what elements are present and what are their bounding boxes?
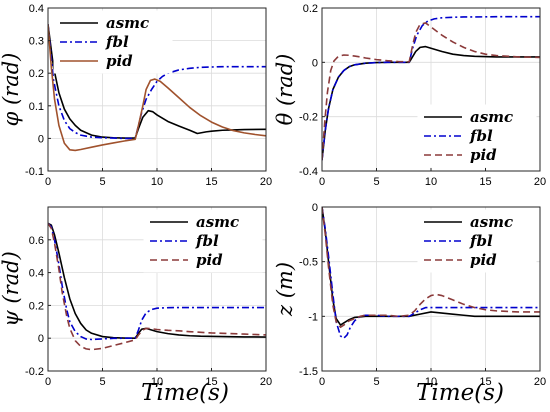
series-line-pid [48, 24, 266, 152]
series-line-fbl [48, 222, 266, 341]
x-tick-label: 15 [479, 176, 491, 188]
x-tick-label: 0 [45, 176, 51, 188]
legend-box [53, 10, 173, 74]
x-tick-label: 15 [479, 376, 491, 388]
series-line-fbl [48, 24, 266, 140]
x-axis-label-left: Time(s) [141, 380, 229, 406]
x-tick-label: 20 [260, 176, 272, 188]
series-line-pid [48, 222, 266, 351]
y-axis-label: ψ (rad) [0, 251, 23, 327]
y-tick-label: -1 [308, 311, 318, 323]
y-tick-label: 0.2 [29, 68, 44, 80]
y-tick-label: 0 [312, 202, 318, 214]
subplot-1: 0 5 10 15 20-0.100.10.20.30.4φ (rad)asmcfblp… [0, 3, 272, 188]
y-tick-label: -1.5 [299, 366, 318, 378]
subplots: 0 5 10 15 20-0.100.10.20.30.4φ (rad)asmcfblp… [0, 3, 546, 388]
y-axis-label: θ (rad) [273, 54, 297, 126]
y-tick-label: 0 [312, 57, 318, 69]
x-tick-label: 0 [319, 376, 325, 388]
x-tick-label: 10 [151, 176, 163, 188]
x-tick-label: 10 [425, 176, 437, 188]
y-tick-label: 0.1 [29, 101, 44, 113]
legend-box [143, 209, 263, 273]
x-tick-label: 5 [99, 176, 105, 188]
y-tick-label: 0 [38, 333, 44, 345]
legend-label-fbl: fbl [105, 33, 129, 51]
x-tick-label: 0 [45, 376, 51, 388]
x-tick-label: 15 [205, 376, 217, 388]
y-axis-label: φ (rad) [0, 53, 23, 127]
x-tick-label: 20 [260, 376, 272, 388]
legend-label-asmc: asmc [470, 213, 513, 231]
legend-box [417, 209, 537, 273]
series-line-asmc [48, 24, 266, 139]
y-tick-label: 0.4 [29, 3, 44, 15]
legend-label-fbl: fbl [195, 232, 219, 250]
y-tick-label: 0.4 [29, 268, 44, 280]
legend-label-asmc: asmc [470, 108, 513, 126]
legend-label-pid: pid [196, 251, 223, 269]
legend-box [417, 104, 537, 168]
y-tick-label: -0.5 [299, 257, 318, 269]
y-tick-label: 0.6 [29, 235, 44, 247]
x-tick-label: 0 [319, 176, 325, 188]
y-tick-label: 0.3 [29, 36, 44, 48]
y-tick-label: 0 [38, 133, 44, 145]
x-tick-label: 5 [99, 376, 105, 388]
legend-label-asmc: asmc [196, 213, 239, 231]
y-tick-label: 0.2 [303, 3, 318, 15]
y-tick-label: -0.2 [299, 112, 318, 124]
series-line-pid [322, 207, 540, 329]
legend-label-fbl: fbl [469, 232, 493, 250]
y-axis-label: z (m) [273, 262, 297, 317]
x-tick-label: 5 [373, 376, 379, 388]
legend-label-fbl: fbl [469, 127, 493, 145]
x-tick-label: 10 [425, 376, 437, 388]
series-line-pid [322, 22, 540, 161]
legend-label-pid: pid [470, 251, 497, 269]
y-tick-label: -0.4 [299, 166, 318, 178]
x-tick-label: 5 [373, 176, 379, 188]
y-tick-label: 0.2 [29, 300, 44, 312]
y-tick-label: -0.2 [25, 366, 44, 378]
x-tick-label: 10 [151, 376, 163, 388]
legend-label-pid: pid [470, 146, 497, 164]
legend-label-asmc: asmc [106, 14, 149, 32]
y-tick-label: -0.1 [25, 166, 44, 178]
legend-label-pid: pid [106, 52, 133, 70]
x-axis-label-right: Time(s) [416, 380, 504, 406]
x-tick-label: 15 [205, 176, 217, 188]
x-tick-label: 20 [534, 376, 546, 388]
x-tick-label: 20 [534, 176, 546, 188]
